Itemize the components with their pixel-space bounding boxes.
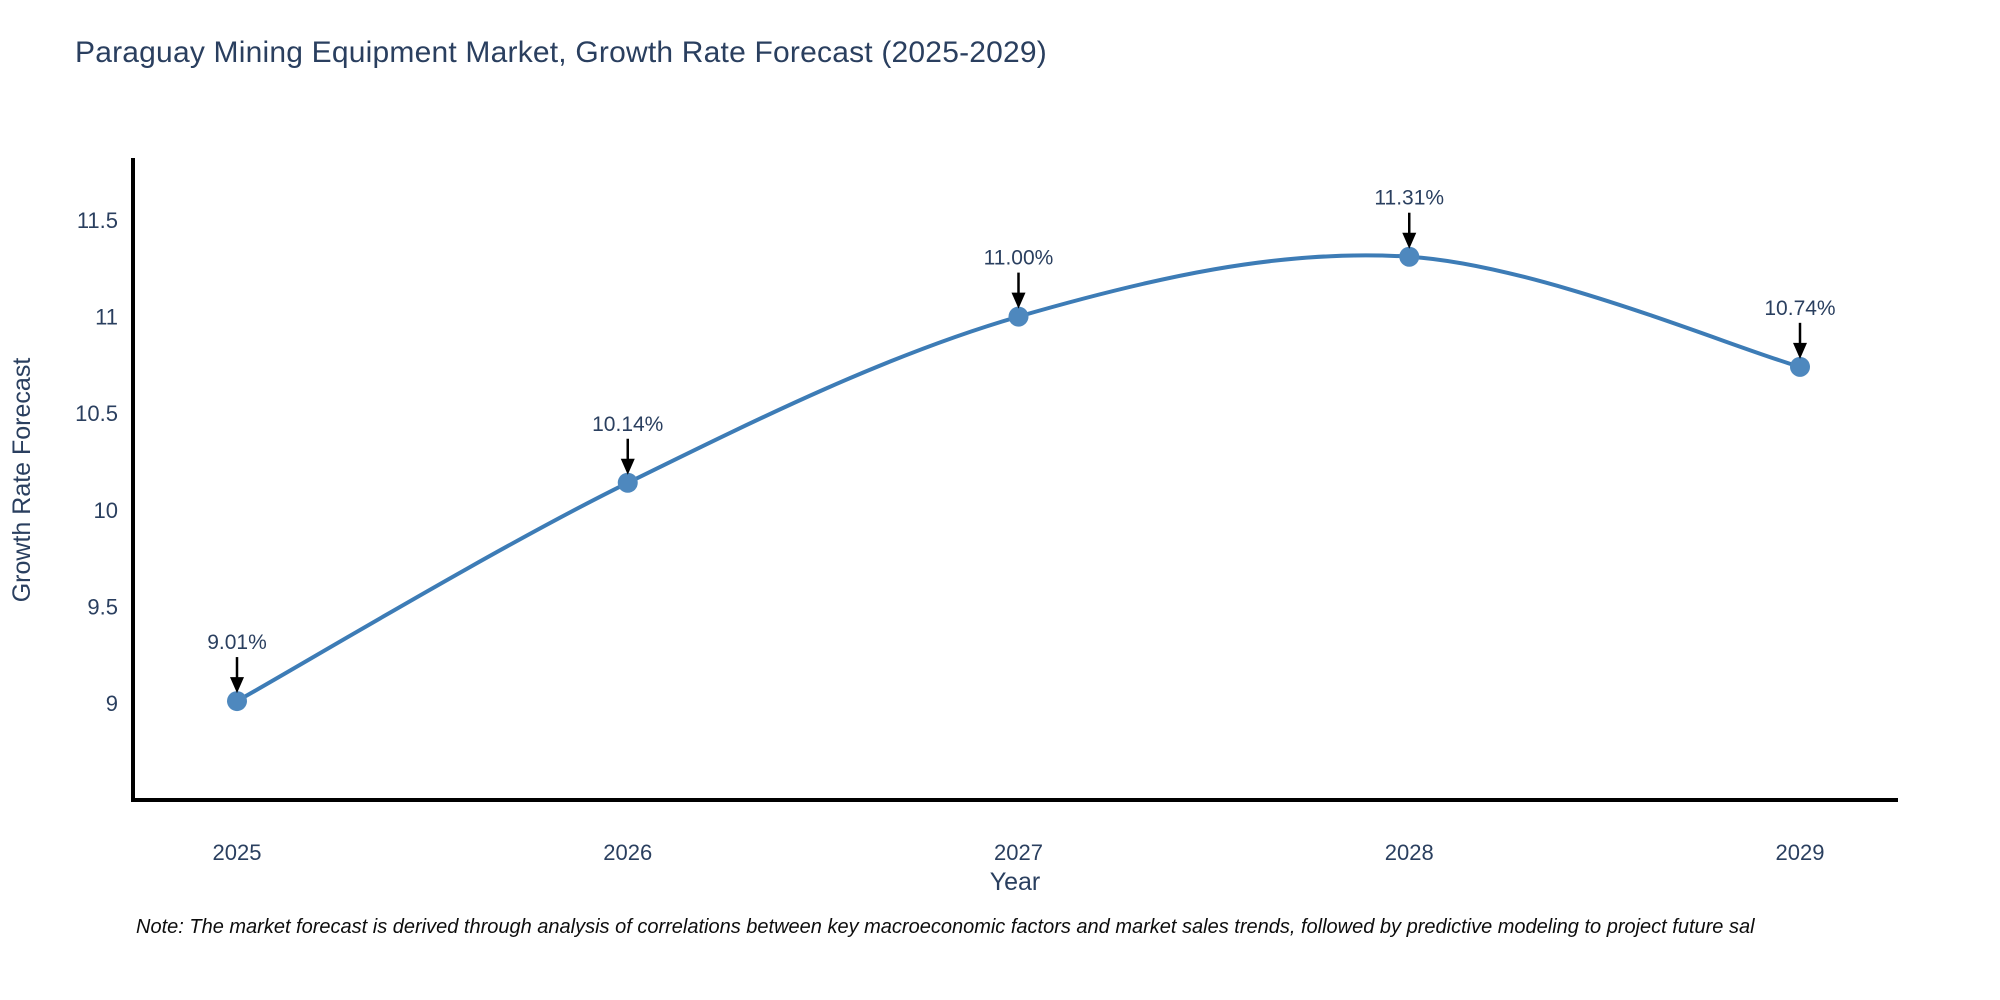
y-tick-label: 11 [95,305,118,330]
data-point [1790,356,1810,377]
x-tick-label: 2025 [213,840,262,865]
annotation-arrowhead-icon [230,677,244,694]
annotation-arrowhead-icon [1402,232,1417,249]
y-tick-label: 10.5 [75,401,118,426]
x-tick-labels: 2025 2026 2027 2028 2029 [213,840,1825,865]
data-point [1399,246,1420,267]
y-tick-label: 9.5 [87,594,118,619]
y-tick-label: 11.5 [77,208,118,233]
y-tick-label: 10 [94,498,118,523]
x-tick-label: 2028 [1385,840,1434,865]
data-point [1008,306,1029,327]
data-point-label: 9.01% [207,631,267,654]
annotation-arrowhead-icon [620,458,635,475]
y-axis-title: Growth Rate Forecast [8,358,36,603]
x-axis-title: Year [990,868,1041,896]
x-tick-label: 2027 [994,840,1043,865]
y-tick-labels: 9 9.5 10 10.5 11 11.5 [75,208,118,716]
data-point [227,691,247,712]
chart-title: Paraguay Mining Equipment Market, Growth… [75,36,1047,69]
annotation-arrowhead-icon [1793,342,1807,359]
x-tick-label: 2029 [1776,840,1825,865]
data-point-label: 10.14% [592,413,663,436]
x-tick-label: 2026 [603,840,652,865]
annotation-arrowhead-icon [1011,292,1026,309]
data-point-label: 11.00% [984,247,1054,270]
annotations-layer: 9.01% 10.14% 11.00% 11.31% 10.74% [207,187,1836,694]
data-point-label: 11.31% [1374,187,1444,210]
y-tick-label: 9 [106,691,118,716]
axes-layer: 9 9.5 10 10.5 11 11.5 2025 2026 2027 2028 2029 Ye… [8,158,1898,896]
data-point-label: 10.74% [1764,297,1835,320]
footnote: Note: The market forecast is derived thr… [136,916,1755,938]
series-layer [227,246,1810,712]
data-point [617,472,638,493]
